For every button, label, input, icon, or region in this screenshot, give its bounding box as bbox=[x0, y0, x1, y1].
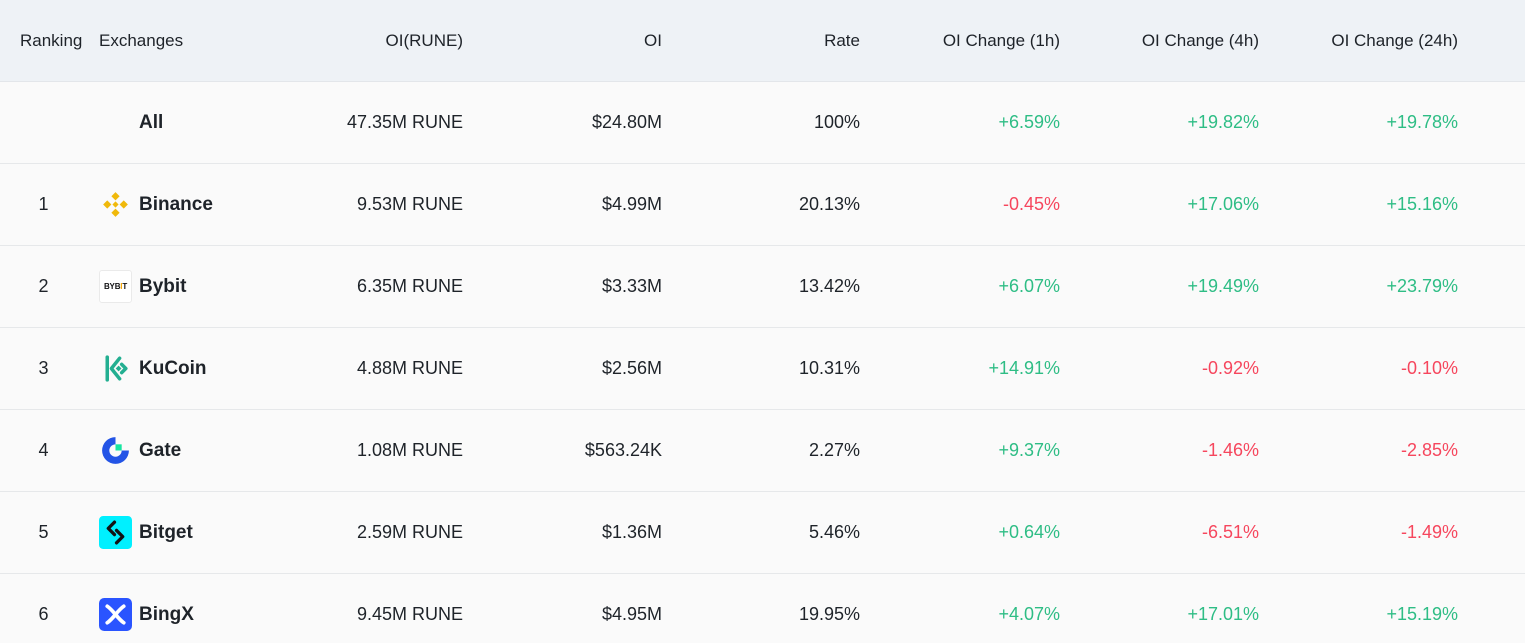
table-row: 1 Binance 9.53M RUNE $4.99M 20.13% -0.45… bbox=[0, 164, 1525, 246]
bitget-logo-icon bbox=[99, 516, 132, 549]
header-oi-change-24h[interactable]: OI Change (24h) bbox=[1331, 30, 1458, 50]
exchange-name[interactable]: KuCoin bbox=[139, 357, 207, 379]
exchange-cell[interactable]: BingX bbox=[99, 598, 299, 631]
oi-change-1h-cell: +0.64% bbox=[998, 522, 1060, 542]
header-rate[interactable]: Rate bbox=[824, 30, 860, 50]
exchange-name[interactable]: BingX bbox=[139, 603, 194, 625]
table-row: 5 Bitget 2.59M RUNE $1.36M 5.46% +0.64% … bbox=[0, 492, 1525, 574]
oi-change-4h-cell: +17.06% bbox=[1187, 194, 1259, 214]
oi-rune-cell: 9.53M RUNE bbox=[356, 194, 463, 214]
rank-cell: 2 bbox=[38, 276, 49, 296]
oi-change-1h-cell: -0.45% bbox=[1002, 194, 1060, 214]
gate-logo-icon bbox=[99, 434, 132, 467]
exchange-name[interactable]: Gate bbox=[139, 439, 182, 461]
rank-cell: 1 bbox=[38, 194, 49, 214]
oi-change-1h-cell: +14.91% bbox=[988, 358, 1060, 378]
header-exchanges[interactable]: Exchanges bbox=[99, 30, 184, 50]
oi-change-24h-cell: +15.16% bbox=[1386, 194, 1458, 214]
table-row: 4 Gate 1.08M RUNE $563.24K 2.27% +9.37% … bbox=[0, 410, 1525, 492]
oi-change-4h-cell: +19.49% bbox=[1187, 276, 1259, 296]
oi-cell: $563.24K bbox=[584, 440, 662, 460]
oi-rune-cell: 6.35M RUNE bbox=[356, 276, 463, 296]
oi-rune-cell: 4.88M RUNE bbox=[356, 358, 463, 378]
oi-change-1h-cell: +9.37% bbox=[998, 440, 1060, 460]
oi-change-24h-cell: +19.78% bbox=[1386, 112, 1458, 132]
oi-cell: $4.95M bbox=[601, 604, 662, 624]
exchange-name[interactable]: Bybit bbox=[139, 275, 187, 297]
oi-rune-cell: 2.59M RUNE bbox=[356, 522, 463, 542]
rate-cell: 13.42% bbox=[798, 276, 860, 296]
binance-logo-icon bbox=[99, 188, 132, 221]
rank-cell: 3 bbox=[38, 358, 49, 378]
oi-change-4h-cell: -6.51% bbox=[1201, 522, 1259, 542]
oi-cell: $4.99M bbox=[601, 194, 662, 214]
oi-change-4h-cell: -0.92% bbox=[1201, 358, 1259, 378]
rate-cell: 20.13% bbox=[798, 194, 860, 214]
oi-rune-cell: 47.35M RUNE bbox=[346, 112, 463, 132]
oi-change-4h-cell: +19.82% bbox=[1187, 112, 1259, 132]
header-oi-change-4h[interactable]: OI Change (4h) bbox=[1141, 30, 1259, 50]
oi-change-4h-cell: -1.46% bbox=[1201, 440, 1259, 460]
table-row: All 47.35M RUNE $24.80M 100% +6.59% +19.… bbox=[0, 82, 1525, 164]
header-oi-rune[interactable]: OI(RUNE) bbox=[385, 30, 463, 50]
table-row: 6 BingX 9.45M RUNE $4.95M 19.95% +4.07% … bbox=[0, 574, 1525, 643]
oi-rune-cell: 1.08M RUNE bbox=[356, 440, 463, 460]
exchange-name: All bbox=[139, 111, 164, 133]
oi-cell: $3.33M bbox=[601, 276, 662, 296]
table-row: 2 BYB I T Bybit 6.35M RUNE $3.33M 13.42% +… bbox=[0, 246, 1525, 328]
oi-change-1h-cell: +6.59% bbox=[998, 112, 1060, 132]
exchange-cell[interactable]: Bitget bbox=[99, 516, 299, 549]
rate-cell: 100% bbox=[813, 112, 860, 132]
rate-cell: 19.95% bbox=[798, 604, 860, 624]
bingx-logo-icon bbox=[99, 598, 132, 631]
header-oi-change-1h[interactable]: OI Change (1h) bbox=[942, 30, 1060, 50]
exchange-cell[interactable]: Binance bbox=[99, 188, 299, 221]
oi-change-1h-cell: +6.07% bbox=[998, 276, 1060, 296]
oi-cell: $2.56M bbox=[601, 358, 662, 378]
table-row: 3 KuCoin 4.88M RUNE $2.56M 10.31% +14.91… bbox=[0, 328, 1525, 410]
header-ranking[interactable]: Ranking bbox=[20, 30, 83, 50]
oi-rune-cell: 9.45M RUNE bbox=[356, 604, 463, 624]
rate-cell: 10.31% bbox=[798, 358, 860, 378]
rank-cell bbox=[0, 112, 99, 133]
kucoin-logo-icon bbox=[99, 352, 132, 385]
oi-change-1h-cell: +4.07% bbox=[998, 604, 1060, 624]
oi-change-24h-cell: -2.85% bbox=[1400, 440, 1458, 460]
exchange-cell[interactable]: Gate bbox=[99, 434, 299, 467]
rank-cell: 4 bbox=[38, 440, 49, 460]
oi-change-24h-cell: +15.19% bbox=[1386, 604, 1458, 624]
exchange-name[interactable]: Bitget bbox=[139, 521, 193, 543]
oi-change-24h-cell: -0.10% bbox=[1400, 358, 1458, 378]
oi-change-4h-cell: +17.01% bbox=[1187, 604, 1259, 624]
rank-cell: 6 bbox=[38, 604, 49, 624]
oi-cell: $1.36M bbox=[601, 522, 662, 542]
exchange-cell: All bbox=[99, 112, 299, 134]
bybit-logo-icon: BYB I T bbox=[99, 270, 132, 303]
oi-change-24h-cell: +23.79% bbox=[1386, 276, 1458, 296]
oi-change-24h-cell: -1.49% bbox=[1400, 522, 1458, 542]
rate-cell: 5.46% bbox=[808, 522, 860, 542]
header-oi[interactable]: OI bbox=[644, 30, 662, 50]
exchange-cell[interactable]: BYB I T Bybit bbox=[99, 270, 299, 303]
oi-cell: $24.80M bbox=[591, 112, 662, 132]
exchange-cell[interactable]: KuCoin bbox=[99, 352, 299, 385]
exchange-name[interactable]: Binance bbox=[139, 193, 213, 215]
rate-cell: 2.27% bbox=[808, 440, 860, 460]
table-header: Ranking Exchanges OI(RUNE) OI Rate OI Ch… bbox=[0, 0, 1525, 82]
rank-cell: 5 bbox=[38, 522, 49, 542]
